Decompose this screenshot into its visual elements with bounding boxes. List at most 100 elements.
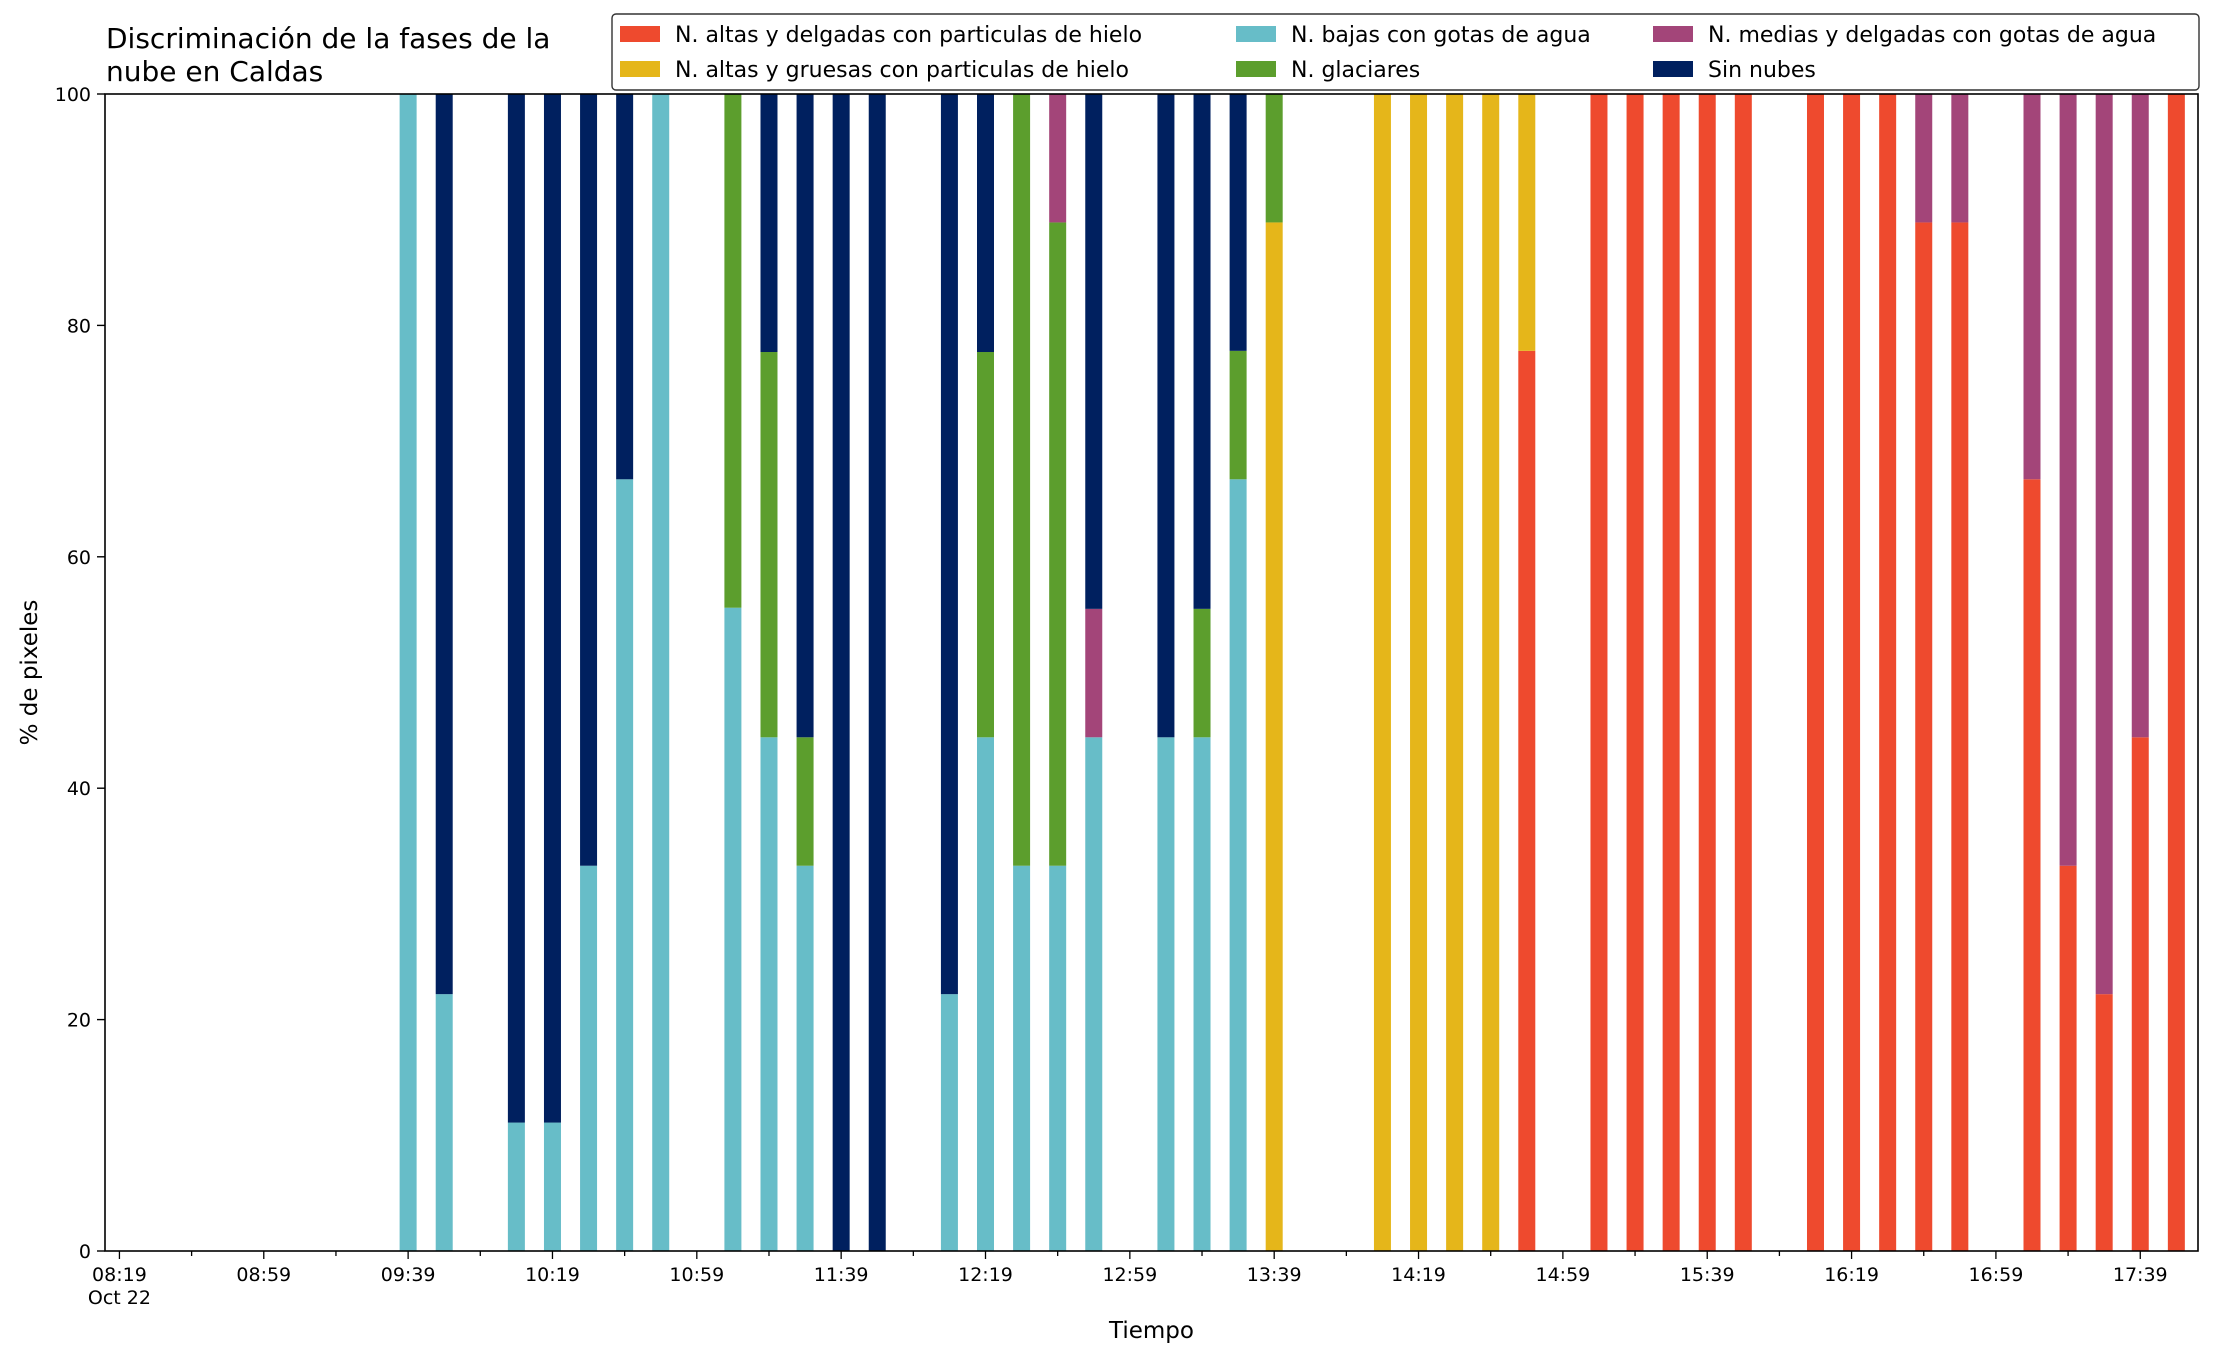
- x-tick-label: 12:19: [958, 1264, 1013, 1286]
- legend-swatch: [620, 61, 660, 77]
- x-tick-label: 15:39: [1680, 1264, 1735, 1286]
- bar-segment: [1806, 94, 1824, 1251]
- bar-segment: [724, 607, 742, 1251]
- bar-segment: [435, 994, 453, 1251]
- bar-segment: [832, 94, 850, 1251]
- bar-segment: [1879, 94, 1897, 1251]
- bar-segment: [1590, 94, 1608, 1251]
- bar-segment: [580, 94, 598, 866]
- bar-segment: [1157, 737, 1175, 1251]
- legend-label: Sin nubes: [1708, 58, 1816, 83]
- x-tick-date-label: Oct 22: [88, 1287, 151, 1309]
- x-tick-label: 13:39: [1247, 1264, 1302, 1286]
- bar-segment: [1662, 94, 1680, 1251]
- bar-segment: [2059, 94, 2077, 866]
- bar-segment: [1626, 94, 1644, 1251]
- bars-layer: [399, 94, 2185, 1252]
- x-tick-label: 08:59: [236, 1264, 291, 1286]
- y-tick-label: 60: [67, 547, 91, 569]
- bar-segment: [1373, 94, 1391, 1251]
- bar-segment: [1843, 94, 1861, 1251]
- bar-segment: [1229, 350, 1247, 480]
- bar-segment: [616, 479, 634, 1251]
- bar-segment: [543, 94, 561, 1123]
- x-axis-label: Tiempo: [1108, 1318, 1194, 1344]
- y-axis-label: % de pixeles: [17, 600, 43, 746]
- bar-segment: [1951, 94, 1969, 223]
- bar-segment: [1229, 94, 1247, 351]
- x-tick-label: 10:59: [669, 1264, 724, 1286]
- bar-segment: [1265, 94, 1283, 223]
- bar-segment: [796, 737, 814, 866]
- x-tick-label: 10:19: [525, 1264, 580, 1286]
- bar-segment: [2095, 94, 2113, 995]
- bar-segment: [1518, 350, 1536, 1252]
- legend-label: N. glaciares: [1291, 58, 1420, 83]
- bar-segment: [1482, 94, 1500, 1251]
- bar-segment: [616, 94, 634, 480]
- legend-swatch: [620, 26, 660, 42]
- x-tick-label: 12:59: [1102, 1264, 1157, 1286]
- plot-frame: [104, 93, 2199, 1252]
- bar-segment: [2095, 994, 2113, 1251]
- legend-label: N. bajas con gotas de agua: [1291, 23, 1591, 48]
- bar-segment: [1518, 94, 1536, 351]
- bar-segment: [1951, 222, 1969, 1252]
- bar-segment: [2023, 94, 2041, 480]
- x-tick-label: 11:39: [814, 1264, 869, 1286]
- bar-segment: [760, 94, 778, 353]
- bar-segment: [1049, 94, 1067, 223]
- bar-segment: [1265, 222, 1283, 1252]
- bar-segment: [2023, 479, 2041, 1251]
- bar-segment: [868, 94, 886, 1251]
- legend: N. altas y delgadas con particulas de hi…: [611, 13, 2200, 91]
- bar-segment: [760, 737, 778, 1251]
- bar-segment: [1698, 94, 1716, 1251]
- bar-segment: [1193, 94, 1211, 609]
- x-tick-label: 16:59: [1969, 1264, 2024, 1286]
- bar-segment: [2131, 737, 2149, 1251]
- chart-title: Discriminación de la fases de la nube en…: [106, 22, 551, 88]
- bar-segment: [652, 94, 670, 1251]
- bar-segment: [1229, 479, 1247, 1251]
- y-tick-label: 80: [67, 315, 91, 337]
- x-tick-label: 17:39: [2113, 1264, 2168, 1286]
- bar-segment: [1446, 94, 1464, 1251]
- y-tick-label: 0: [79, 1241, 91, 1263]
- legend-swatch: [1653, 61, 1693, 77]
- bar-segment: [1734, 94, 1752, 1251]
- y-tick-label: 40: [67, 778, 91, 800]
- bar-segment: [724, 94, 742, 608]
- bar-segment: [1915, 222, 1933, 1252]
- legend-label: N. altas y delgadas con particulas de hi…: [675, 23, 1142, 48]
- bar-segment: [1193, 737, 1211, 1251]
- bar-segment: [1049, 865, 1067, 1251]
- bar-segment: [507, 1122, 525, 1251]
- x-tick-label: 09:39: [381, 1264, 436, 1286]
- legend-swatch: [1236, 61, 1276, 77]
- legend-swatch: [1236, 26, 1276, 42]
- bar-segment: [1915, 94, 1933, 223]
- bar-segment: [2131, 94, 2149, 738]
- bar-segment: [977, 352, 994, 738]
- y-tick-label: 100: [55, 84, 91, 106]
- x-tick-label: 08:19: [92, 1264, 147, 1286]
- bar-segment: [1049, 222, 1067, 866]
- bar-segment: [1410, 94, 1428, 1251]
- x-tick-label: 14:59: [1536, 1264, 1591, 1286]
- bar-segment: [2059, 865, 2077, 1251]
- bar-segment: [1085, 608, 1103, 738]
- bar-segment: [1085, 737, 1103, 1251]
- bar-segment: [1013, 94, 1031, 866]
- bar-segment: [2167, 94, 2185, 1251]
- bar-segment: [507, 94, 525, 1123]
- bar-segment: [1157, 94, 1175, 738]
- bar-segment: [760, 352, 778, 738]
- bar-segment: [940, 994, 958, 1251]
- x-tick-label: 14:19: [1391, 1264, 1446, 1286]
- bar-segment: [543, 1122, 561, 1251]
- bar-segment: [399, 94, 417, 1251]
- bar-segment: [1193, 608, 1211, 738]
